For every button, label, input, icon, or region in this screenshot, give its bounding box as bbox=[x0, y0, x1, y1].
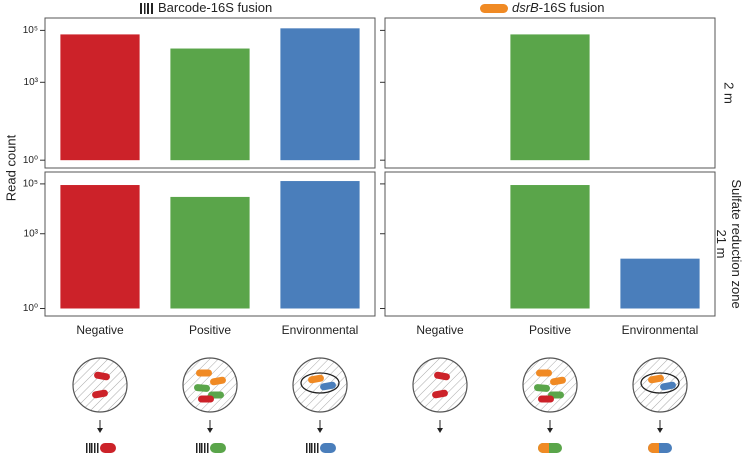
barcode bbox=[204, 443, 206, 453]
title-part: -16S fusion bbox=[539, 0, 605, 15]
cell bbox=[660, 381, 676, 391]
cell bbox=[196, 369, 212, 377]
bar bbox=[510, 34, 590, 161]
barcode bbox=[207, 443, 209, 453]
sample-circle bbox=[412, 357, 468, 413]
bar bbox=[510, 185, 590, 309]
cell bbox=[432, 389, 448, 399]
panel-frame bbox=[44, 171, 376, 317]
title-part: dsrB bbox=[512, 0, 539, 15]
sample-circle bbox=[632, 357, 688, 413]
x-tick-label: Negative bbox=[76, 323, 124, 337]
column-title: dsrB-16S fusion bbox=[512, 0, 605, 15]
barcode bbox=[309, 443, 311, 453]
cell bbox=[550, 376, 566, 386]
bar bbox=[170, 48, 250, 161]
cell bbox=[534, 384, 550, 392]
barcode bbox=[86, 443, 88, 453]
barcode-icon bbox=[140, 3, 153, 14]
panel-frame bbox=[384, 17, 716, 169]
bar bbox=[170, 196, 250, 309]
barcode bbox=[196, 443, 198, 453]
plasmid bbox=[640, 372, 680, 394]
row-label: 2 m bbox=[722, 82, 737, 104]
bar bbox=[280, 28, 360, 161]
x-tick-label: Negative bbox=[416, 323, 464, 337]
barcode bbox=[97, 443, 99, 453]
cell bbox=[194, 384, 210, 392]
y-tick-label: 10³ bbox=[24, 228, 39, 239]
product bbox=[320, 443, 336, 453]
y-tick-label: 10⁰ bbox=[23, 303, 38, 314]
cell bbox=[538, 395, 554, 403]
barcode bbox=[201, 443, 203, 453]
y-tick-label: 10⁵ bbox=[23, 179, 38, 190]
barcode bbox=[199, 443, 201, 453]
cell bbox=[320, 381, 336, 391]
cell bbox=[94, 371, 110, 381]
y-axis-label: Read count bbox=[3, 134, 18, 201]
cell bbox=[210, 376, 226, 386]
product bbox=[100, 443, 116, 453]
bar bbox=[60, 185, 140, 309]
cell bbox=[198, 395, 214, 403]
arrow-head bbox=[97, 428, 103, 433]
cell bbox=[434, 371, 450, 381]
y-tick-label: 10⁵ bbox=[23, 25, 38, 36]
bar bbox=[280, 181, 360, 309]
barcode bbox=[91, 443, 93, 453]
product-dsrb bbox=[648, 443, 659, 453]
x-tick-label: Environmental bbox=[622, 323, 699, 337]
cell bbox=[648, 374, 664, 384]
y-tick-label: 10³ bbox=[24, 77, 39, 88]
cell bbox=[308, 374, 324, 384]
barcode bbox=[94, 443, 96, 453]
plasmid bbox=[300, 372, 340, 394]
column-title: Barcode-16S fusion bbox=[158, 0, 272, 15]
arrow-head bbox=[207, 428, 213, 433]
barcode bbox=[89, 443, 91, 453]
x-tick-label: Positive bbox=[529, 323, 571, 337]
cell bbox=[92, 389, 108, 399]
y-tick-label: 10⁰ bbox=[23, 155, 38, 166]
x-tick-label: Positive bbox=[189, 323, 231, 337]
barcode bbox=[317, 443, 319, 453]
bar bbox=[620, 258, 700, 309]
row-label: 21 m bbox=[714, 230, 729, 259]
arrow-head bbox=[547, 428, 553, 433]
sample-circle bbox=[182, 357, 238, 413]
panel-frame bbox=[44, 17, 376, 169]
title-part: Barcode-16S fusion bbox=[158, 0, 272, 15]
row-label: Sulfate reduction zone bbox=[729, 179, 744, 308]
product bbox=[210, 443, 226, 453]
arrow-head bbox=[317, 428, 323, 433]
sample-circle bbox=[292, 357, 348, 413]
barcode bbox=[306, 443, 308, 453]
barcode bbox=[311, 443, 313, 453]
dsrb-icon bbox=[480, 4, 508, 13]
x-tick-label: Environmental bbox=[282, 323, 359, 337]
arrow-head bbox=[437, 428, 443, 433]
sample-circle bbox=[522, 357, 578, 413]
panel-frame bbox=[384, 171, 716, 317]
sample-circle bbox=[72, 357, 128, 413]
product-dsrb bbox=[538, 443, 549, 453]
cell bbox=[536, 369, 552, 377]
bar bbox=[60, 34, 140, 161]
barcode bbox=[314, 443, 316, 453]
arrow-head bbox=[657, 428, 663, 433]
